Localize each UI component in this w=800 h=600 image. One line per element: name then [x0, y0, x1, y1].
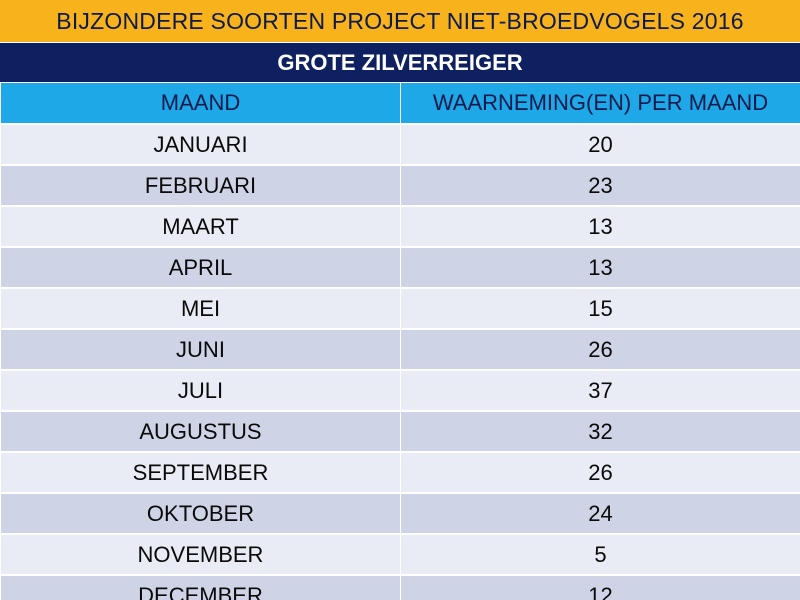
count-cell: 26 [400, 451, 800, 494]
table-row: JUNI 26 [0, 328, 800, 371]
count-cell: 32 [400, 410, 800, 453]
month-cell: JUNI [0, 328, 401, 371]
count-cell: 15 [400, 287, 800, 330]
month-cell: MAART [0, 205, 401, 248]
table-row: OKTOBER 24 [0, 492, 800, 535]
observations-table: MAAND WAARNEMING(EN) PER MAAND JANUARI 2… [0, 82, 800, 600]
month-cell: MEI [0, 287, 401, 330]
table-row: DECEMBER 12 [0, 574, 800, 600]
page-title: BIJZONDERE SOORTEN PROJECT NIET-BROEDVOG… [0, 0, 800, 42]
table-row: MAART 13 [0, 205, 800, 248]
month-cell: JULI [0, 369, 401, 412]
table-row: SEPTEMBER 26 [0, 451, 800, 494]
count-cell: 12 [400, 574, 800, 600]
count-cell: 26 [400, 328, 800, 371]
column-header-count: WAARNEMING(EN) PER MAAND [400, 82, 800, 124]
count-cell: 13 [400, 246, 800, 289]
month-cell: APRIL [0, 246, 401, 289]
month-cell: FEBRUARI [0, 164, 401, 207]
month-cell: SEPTEMBER [0, 451, 401, 494]
count-cell: 5 [400, 533, 800, 576]
table-row: FEBRUARI 23 [0, 164, 800, 207]
month-cell: NOVEMBER [0, 533, 401, 576]
table-row: MEI 15 [0, 287, 800, 330]
count-cell: 37 [400, 369, 800, 412]
month-cell: AUGUSTUS [0, 410, 401, 453]
count-cell: 24 [400, 492, 800, 535]
table-header-row: MAAND WAARNEMING(EN) PER MAAND [0, 82, 800, 124]
count-cell: 23 [400, 164, 800, 207]
table-row: JULI 37 [0, 369, 800, 412]
count-cell: 20 [400, 123, 800, 166]
count-cell: 13 [400, 205, 800, 248]
table-row: JANUARI 20 [0, 123, 800, 166]
table-row: NOVEMBER 5 [0, 533, 800, 576]
month-cell: OKTOBER [0, 492, 401, 535]
species-title: GROTE ZILVERREIGER [0, 42, 800, 82]
table-row: APRIL 13 [0, 246, 800, 289]
month-cell: DECEMBER [0, 574, 401, 600]
table-row: AUGUSTUS 32 [0, 410, 800, 453]
month-cell: JANUARI [0, 123, 401, 166]
column-header-month: MAAND [0, 82, 401, 124]
